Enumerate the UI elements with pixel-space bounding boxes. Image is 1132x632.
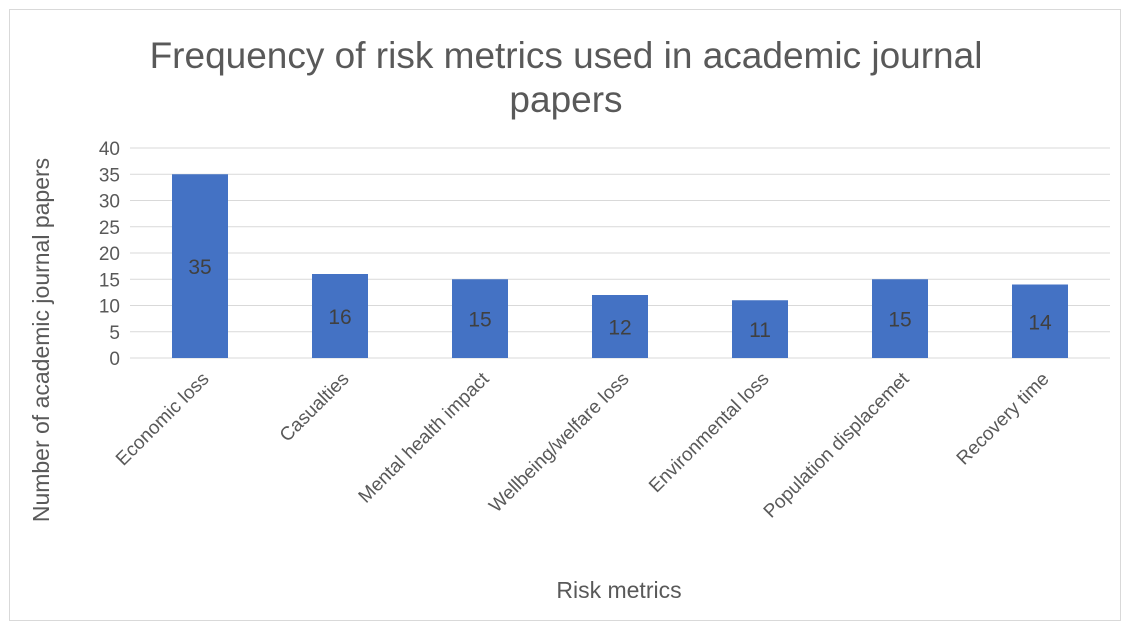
chart-title: Frequency of risk metrics used in academ… (0, 34, 1132, 122)
chart-title-text: Frequency of risk metrics used in academ… (149, 35, 983, 120)
x-tick-label-mental-health-impact: Mental health impact (355, 368, 494, 507)
y-axis-title: Number of academic journal papers (28, 158, 54, 522)
x-tick-label-population-displacemet: Population displacemet (760, 368, 914, 522)
data-label-mental-health-impact: 15 (468, 309, 491, 332)
x-tick-label-recovery-time: Recovery time (953, 369, 1054, 470)
bar-economic-loss (172, 174, 228, 358)
bar-population-displacemet (872, 279, 928, 358)
x-tick-label-environmental-loss: Environmental loss (645, 369, 773, 497)
data-label-economic-loss: 35 (188, 256, 211, 279)
x-tick-label-casualties: Casualties (276, 369, 354, 447)
x-tick-label-economic-loss: Economic loss (112, 369, 213, 470)
y-tick-label-15: 15 (99, 270, 120, 291)
y-tick-label-5: 5 (109, 323, 120, 344)
data-label-wellbeing-welfare-loss: 12 (608, 317, 631, 340)
x-axis-title: Risk metrics (556, 577, 681, 603)
y-tick-label-25: 25 (99, 218, 120, 239)
y-tick-label-40: 40 (99, 139, 120, 160)
data-label-recovery-time: 14 (1028, 311, 1052, 334)
bar-recovery-time (1012, 284, 1068, 358)
y-tick-label-35: 35 (99, 165, 120, 186)
y-tick-label-0: 0 (109, 349, 120, 370)
bar-environmental-loss (732, 300, 788, 358)
bar-mental-health-impact (452, 279, 508, 358)
data-label-population-displacemet: 15 (888, 309, 911, 332)
y-tick-label-10: 10 (99, 297, 120, 318)
data-label-environmental-loss: 11 (749, 319, 771, 342)
data-label-casualties: 16 (328, 306, 351, 329)
y-tick-label-30: 30 (99, 192, 120, 213)
bar-wellbeing-welfare-loss (592, 295, 648, 358)
x-tick-label-wellbeing-welfare-loss: Wellbeing/welfare loss (485, 369, 633, 517)
bar-casualties (312, 274, 368, 358)
y-tick-label-20: 20 (99, 244, 120, 265)
